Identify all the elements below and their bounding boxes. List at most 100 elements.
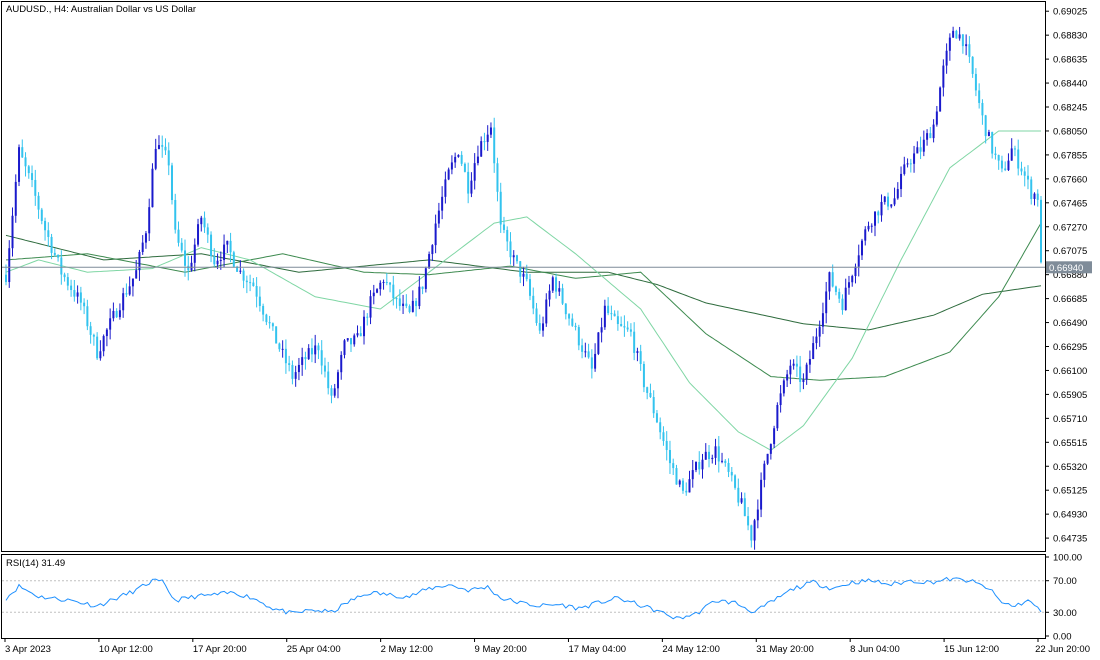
candle-body (356, 333, 359, 336)
candle-body (359, 333, 362, 337)
candle-body (421, 286, 424, 289)
candle-body (909, 163, 912, 165)
candle-body (587, 351, 590, 358)
candle-body (818, 326, 821, 337)
candle-body (922, 139, 925, 152)
rsi-line (5, 576, 1042, 620)
candle-body (353, 335, 356, 345)
candle-body (974, 73, 977, 91)
candle-body (568, 314, 571, 319)
candle-body (340, 354, 343, 373)
candle-body (874, 211, 877, 226)
candle-body (971, 56, 974, 74)
candle-body (314, 345, 317, 355)
candle-body (955, 30, 958, 39)
candle-body (450, 162, 453, 170)
candle-body (151, 168, 154, 208)
candle-body (1004, 168, 1007, 171)
candle-body (1033, 193, 1036, 199)
current-price-label: 0.66940 (1049, 263, 1083, 274)
candle-body (893, 198, 896, 205)
candle-body (63, 274, 66, 278)
candle-body (447, 169, 450, 180)
candle-body (574, 325, 577, 328)
candle-body (926, 133, 929, 140)
candle-body (392, 284, 395, 299)
candle-body (613, 313, 616, 317)
candle-body (44, 220, 47, 231)
candle-body (164, 146, 167, 151)
candle-body (968, 44, 971, 57)
candle-body (555, 277, 558, 292)
price-tick-label: 0.64735 (1053, 534, 1087, 545)
candle-body (659, 422, 662, 433)
candle-body (489, 127, 492, 135)
candle-body (1030, 179, 1033, 199)
candle-body (460, 154, 463, 164)
candle-body (323, 365, 326, 372)
candle-body (310, 348, 313, 355)
candle-body (900, 173, 903, 190)
candle-body (773, 428, 776, 445)
candle-body (691, 470, 694, 480)
candle-body (252, 282, 255, 287)
candle-body (864, 229, 867, 241)
candle-body (297, 364, 300, 373)
price-tick-label: 0.67270 (1053, 222, 1087, 233)
candle-body (805, 364, 808, 380)
candle-body (206, 227, 209, 235)
candle-body (408, 306, 411, 312)
candle-body (847, 282, 850, 288)
candle-body (236, 266, 239, 272)
candle-body (603, 305, 606, 328)
candle-body (265, 314, 268, 323)
candle-body (5, 274, 7, 283)
candle-body (476, 156, 479, 164)
candle-body (457, 154, 460, 157)
candle-body (398, 298, 401, 306)
rsi-pane[interactable] (1, 554, 1046, 639)
rsi-tick-label: 70.00 (1053, 576, 1077, 587)
candle-body (698, 462, 701, 470)
candle-body (213, 256, 216, 265)
candle-body (40, 209, 43, 221)
candle-body (522, 273, 525, 277)
candle-body (434, 223, 437, 246)
price-tick-label: 0.68830 (1053, 31, 1087, 42)
candle-body (288, 363, 291, 365)
time-tick-label: 8 Jun 04:00 (850, 644, 900, 655)
price-tick-label: 0.65125 (1053, 486, 1087, 497)
candle-body (350, 338, 352, 345)
candle-body (629, 329, 632, 332)
candle-body (60, 257, 63, 275)
candle-body (144, 233, 147, 243)
candle-body (11, 215, 14, 249)
candle-body (480, 141, 483, 157)
time-axis: 3 Apr 2023 10 Apr 12:00 17 Apr 20:00 25 Apr… (4, 638, 1090, 655)
candle-body (997, 155, 1000, 161)
price-tick-label: 0.67075 (1053, 246, 1087, 257)
candle-body (965, 44, 968, 47)
candle-body (343, 340, 346, 355)
candle-body (939, 87, 942, 112)
candle-body (157, 145, 160, 149)
candle-body (327, 371, 330, 389)
candle-body (470, 180, 473, 194)
candle-body (763, 463, 766, 480)
candle-body (961, 34, 964, 47)
candle-body (37, 195, 40, 210)
candle-body (851, 276, 854, 283)
candle-body (584, 351, 587, 353)
candle-body (711, 457, 714, 460)
candle-body (828, 272, 831, 292)
candle-body (8, 248, 11, 283)
candle-body (255, 286, 258, 297)
candle-body (102, 336, 105, 352)
candle-body (655, 413, 658, 423)
candle-body (200, 217, 203, 225)
candle-body (623, 326, 626, 328)
candle-body (626, 327, 629, 330)
candle-body (167, 150, 170, 166)
time-tick-label: 3 Apr 2023 (5, 644, 51, 655)
